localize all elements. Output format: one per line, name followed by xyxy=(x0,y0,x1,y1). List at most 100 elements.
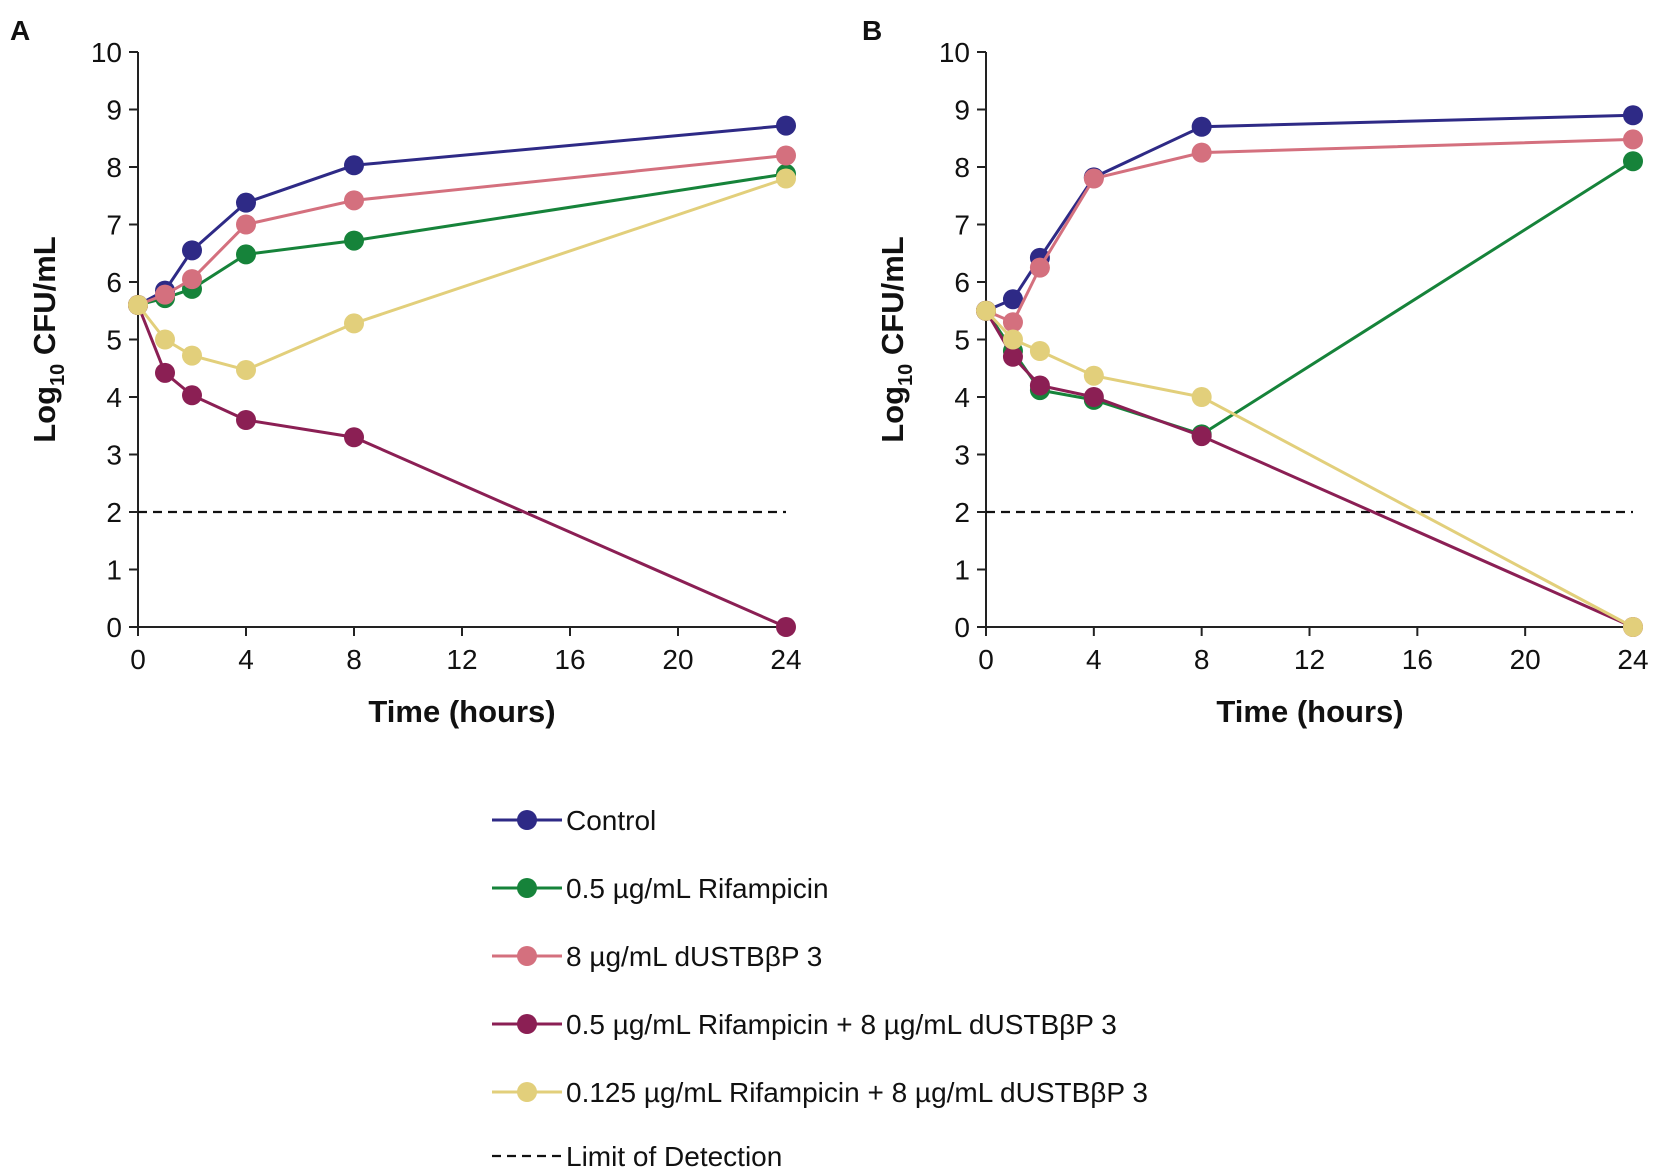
series-line xyxy=(984,309,1634,629)
series-2 xyxy=(128,163,796,315)
series-line xyxy=(136,304,787,629)
data-point xyxy=(1029,341,1050,361)
y-tick-label: 6 xyxy=(106,267,122,298)
y-tick-label: 5 xyxy=(106,325,122,356)
x-tick-label: 24 xyxy=(1617,644,1648,675)
y-tick-label: 5 xyxy=(954,325,970,356)
panel-label: B xyxy=(862,15,882,46)
x-tick-label: 4 xyxy=(238,644,254,675)
legend-marker xyxy=(517,946,537,966)
x-tick-label: 16 xyxy=(554,644,585,675)
data-point xyxy=(1002,289,1023,310)
data-point xyxy=(1191,142,1212,163)
series-1 xyxy=(976,105,1643,321)
data-point xyxy=(182,269,202,290)
series-3 xyxy=(128,145,796,315)
data-point xyxy=(1191,426,1212,447)
y-tick-label: 9 xyxy=(954,95,970,126)
series-3 xyxy=(976,129,1643,333)
y-tick-label: 8 xyxy=(954,152,970,183)
series-4 xyxy=(128,295,796,637)
data-point xyxy=(1191,387,1212,407)
data-point xyxy=(182,240,202,261)
series-line xyxy=(137,124,787,307)
data-point xyxy=(776,617,796,637)
data-point xyxy=(1029,375,1050,396)
legend-marker xyxy=(517,810,537,830)
series-line xyxy=(984,309,1634,629)
series-line xyxy=(985,137,1634,325)
y-axis-title: Log10 CFU/mL xyxy=(875,236,917,443)
y-tick-label: 0 xyxy=(106,612,122,643)
x-tick-label: 0 xyxy=(130,644,146,675)
data-point xyxy=(236,359,256,380)
series-line xyxy=(136,177,787,372)
data-point xyxy=(344,427,364,448)
y-tick-label: 1 xyxy=(106,555,122,586)
data-point xyxy=(1029,257,1050,278)
data-point xyxy=(1623,617,1643,637)
data-point xyxy=(155,284,175,305)
legend-marker xyxy=(517,878,537,898)
data-point xyxy=(236,410,256,430)
x-tick-label: 20 xyxy=(1510,644,1541,675)
series-5 xyxy=(976,300,1643,637)
series-2 xyxy=(976,151,1643,445)
legend-label: 0.125 µg/mL Rifampicin + 8 µg/mL dUSTBβP… xyxy=(566,1077,1148,1108)
y-tick-label: 10 xyxy=(91,37,122,68)
legend-marker xyxy=(517,1082,537,1102)
y-tick-label: 6 xyxy=(954,267,970,298)
legend-label: 8 µg/mL dUSTBβP 3 xyxy=(566,941,822,972)
x-tick-label: 0 xyxy=(978,644,994,675)
x-axis-title: Time (hours) xyxy=(1216,694,1403,729)
legend-entry: 8 µg/mL dUSTBβP 3 xyxy=(492,941,822,972)
data-point xyxy=(1002,329,1023,350)
data-point xyxy=(236,244,256,265)
x-tick-label: 8 xyxy=(1194,644,1210,675)
data-point xyxy=(1002,312,1023,333)
data-point xyxy=(155,329,175,350)
y-tick-label: 8 xyxy=(106,152,122,183)
legend-label: 0.5 µg/mL Rifampicin + 8 µg/mL dUSTBβP 3 xyxy=(566,1009,1117,1040)
y-axis-title: Log10 CFU/mL xyxy=(27,236,69,443)
data-point xyxy=(1083,387,1104,407)
legend-label: 0.5 µg/mL Rifampicin xyxy=(566,873,829,904)
x-tick-label: 4 xyxy=(1086,644,1102,675)
series-line xyxy=(137,154,787,307)
data-point xyxy=(776,168,796,189)
data-point xyxy=(1083,168,1104,189)
legend-entry: 0.5 µg/mL Rifampicin xyxy=(492,873,829,904)
y-tick-label: 0 xyxy=(954,612,970,643)
x-tick-label: 8 xyxy=(346,644,362,675)
data-point xyxy=(182,345,202,366)
data-point xyxy=(1002,346,1023,367)
data-point xyxy=(776,145,796,166)
legend-label: Control xyxy=(566,805,656,836)
series-line xyxy=(985,113,1634,313)
y-tick-label: 2 xyxy=(954,497,970,528)
data-point xyxy=(976,300,996,321)
y-tick-label: 7 xyxy=(106,210,122,241)
series-4 xyxy=(976,300,1643,637)
y-tick-label: 4 xyxy=(954,382,970,413)
data-point xyxy=(236,214,256,235)
legend-entry-lod: Limit of Detection xyxy=(492,1141,782,1167)
x-axis-title: Time (hours) xyxy=(368,694,555,729)
legend-marker xyxy=(517,1014,537,1034)
data-point xyxy=(182,385,202,406)
x-tick-label: 24 xyxy=(770,644,801,675)
series-5 xyxy=(128,168,796,380)
data-point xyxy=(344,190,364,211)
data-point xyxy=(776,115,796,136)
legend-entry: 0.5 µg/mL Rifampicin + 8 µg/mL dUSTBβP 3 xyxy=(492,1009,1117,1040)
series-1 xyxy=(128,115,796,315)
legend: Control 0.5 µg/mL Rifampicin 8 µg/mL dUSTB… xyxy=(492,805,1148,1167)
data-point xyxy=(128,295,148,315)
data-point xyxy=(155,362,175,383)
panel-label: A xyxy=(10,15,30,46)
y-tick-label: 9 xyxy=(106,95,122,126)
data-point xyxy=(1083,365,1104,386)
